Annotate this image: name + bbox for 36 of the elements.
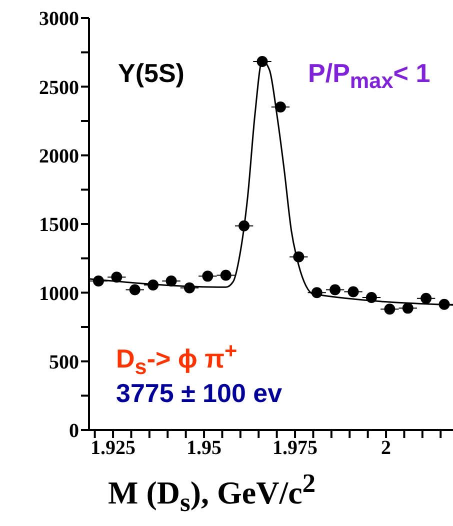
point — [384, 304, 396, 315]
point — [129, 284, 140, 296]
point — [311, 287, 322, 298]
point — [92, 275, 104, 286]
point — [256, 56, 268, 68]
y-tick-label: 500 — [49, 351, 79, 374]
point — [402, 302, 414, 314]
y-tick-label: 3000 — [39, 8, 79, 30]
point — [111, 272, 122, 283]
y-tick-label: 1500 — [39, 214, 79, 236]
x-tick-label: 2 — [381, 437, 392, 460]
x-tick-label: 1.95 — [186, 437, 222, 460]
point — [220, 270, 232, 281]
point — [420, 292, 432, 304]
point — [148, 279, 159, 290]
y-tick-label: 2500 — [39, 76, 79, 99]
x-axis-title: M (D$_{s}$), GeV/c$^{2}$ — [108, 468, 316, 518]
point — [184, 282, 195, 294]
point — [202, 270, 214, 282]
annotation: Υ(5S) — [118, 58, 184, 89]
point — [330, 284, 341, 296]
point — [166, 275, 177, 286]
point — [366, 292, 377, 303]
point — [238, 220, 250, 232]
x-tick-label: 1.925 — [90, 437, 136, 460]
point — [348, 286, 359, 298]
point — [293, 251, 304, 262]
y-tick-label: 0 — [69, 420, 79, 442]
y-tick-label: 2000 — [39, 145, 79, 168]
x-tick-label: 1.975 — [272, 437, 318, 460]
y-tick-label: 1000 — [39, 282, 79, 305]
annotation: D$_{s}$-> ϕ π$^{+}$ — [116, 338, 238, 380]
annotation: 3775 ± 100 ev — [116, 378, 282, 409]
annotation: P/P$_{max}$< 1 — [308, 58, 430, 94]
point — [274, 101, 286, 112]
point — [438, 298, 450, 310]
